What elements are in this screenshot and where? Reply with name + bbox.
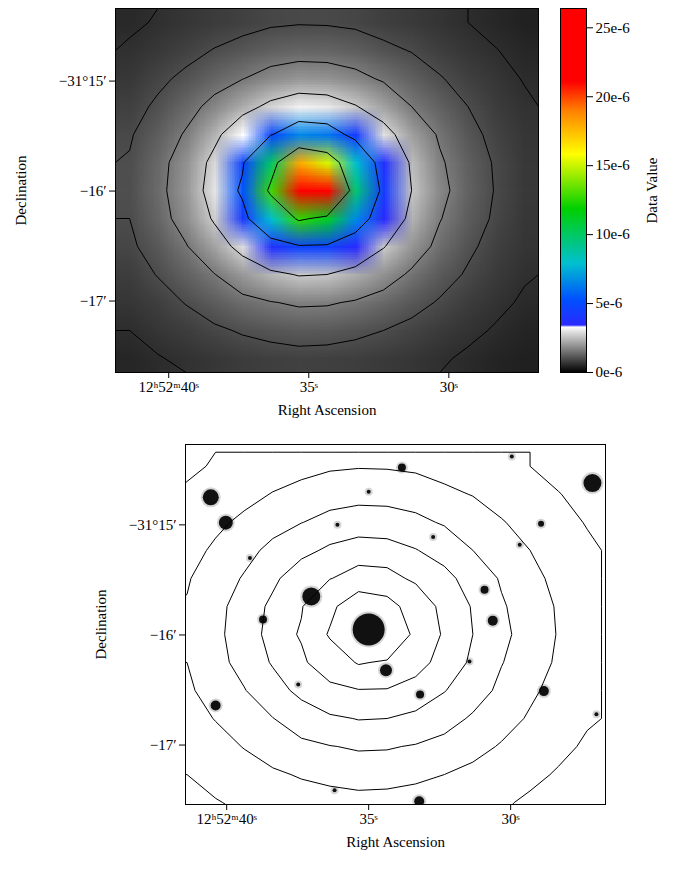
- svg-text:12ʰ52ᵐ40ˢ: 12ʰ52ᵐ40ˢ: [139, 379, 199, 395]
- svg-text:25e-6: 25e-6: [596, 20, 631, 36]
- svg-text:−17′: −17′: [80, 293, 107, 309]
- svg-text:−16′: −16′: [80, 183, 107, 199]
- svg-text:35ˢ: 35ˢ: [300, 379, 318, 395]
- svg-text:Declination: Declination: [93, 589, 109, 659]
- svg-text:−17′: −17′: [150, 737, 177, 753]
- svg-text:30ˢ: 30ˢ: [440, 379, 458, 395]
- svg-text:Right Ascension: Right Ascension: [346, 834, 445, 850]
- svg-text:10e-6: 10e-6: [596, 226, 631, 242]
- svg-text:Right Ascension: Right Ascension: [278, 402, 377, 418]
- svg-text:0e-6: 0e-6: [596, 364, 623, 380]
- svg-text:12ʰ52ᵐ40ˢ: 12ʰ52ᵐ40ˢ: [197, 811, 257, 827]
- svg-text:5e-6: 5e-6: [596, 295, 623, 311]
- svg-text:20e-6: 20e-6: [596, 89, 631, 105]
- svg-text:30ˢ: 30ˢ: [502, 811, 520, 827]
- svg-text:Data Value: Data Value: [644, 157, 660, 223]
- svg-text:−16′: −16′: [150, 627, 177, 643]
- svg-text:35ˢ: 35ˢ: [360, 811, 378, 827]
- svg-text:−31°15′: −31°15′: [59, 73, 107, 89]
- svg-text:Declination: Declination: [13, 155, 29, 225]
- svg-text:15e-6: 15e-6: [596, 157, 631, 173]
- svg-text:−31°15′: −31°15′: [129, 517, 177, 533]
